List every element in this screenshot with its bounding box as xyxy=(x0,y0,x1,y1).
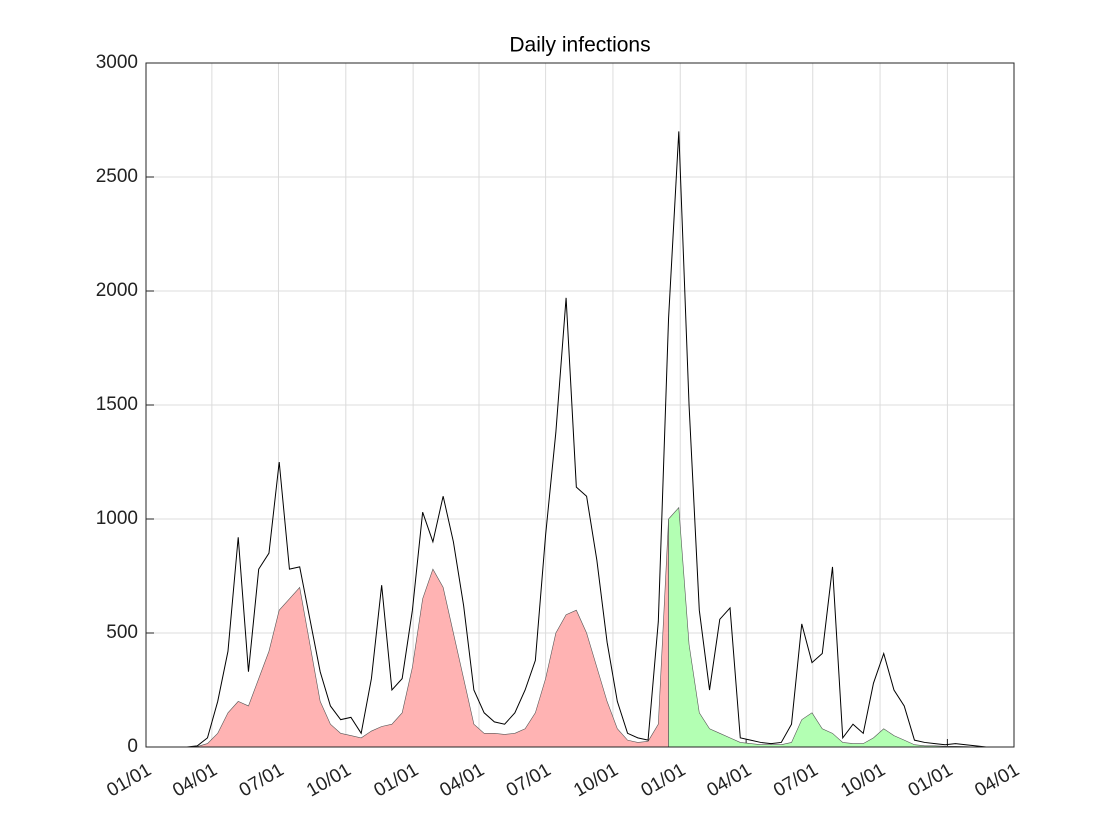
x-tick-label: 04/01 xyxy=(703,759,755,801)
axes-box xyxy=(145,62,1015,748)
area xyxy=(668,506,1007,748)
y-tick-label: 0 xyxy=(127,736,138,757)
y-tick-label: 2000 xyxy=(96,280,138,301)
y-tick-label: 3000 xyxy=(96,52,138,73)
x-tick-label: 04/01 xyxy=(436,759,488,801)
x-tick-label: 07/01 xyxy=(503,759,555,801)
x-tick-label: 01/01 xyxy=(370,759,422,801)
y-tick-label: 1500 xyxy=(96,394,138,415)
y-tick-label: 500 xyxy=(106,622,138,643)
x-tick-label: 04/01 xyxy=(971,759,1023,801)
x-tick-label: 04/01 xyxy=(169,759,221,801)
y-tick-label: 1000 xyxy=(96,508,138,529)
x-tick-label: 07/01 xyxy=(236,759,288,801)
y-tick-label: 2500 xyxy=(96,166,138,187)
x-tick-label: 01/01 xyxy=(103,759,155,801)
line xyxy=(186,131,1007,748)
x-tick-label: 07/01 xyxy=(770,759,822,801)
area xyxy=(186,518,669,748)
x-tick-label: 10/01 xyxy=(570,759,622,801)
x-tick-label: 10/01 xyxy=(837,759,889,801)
x-tick-label: 01/01 xyxy=(638,759,690,801)
x-tick-label: 10/01 xyxy=(303,759,355,801)
x-tick-label: 01/01 xyxy=(905,759,957,801)
chart-title: Daily infections xyxy=(509,34,650,57)
